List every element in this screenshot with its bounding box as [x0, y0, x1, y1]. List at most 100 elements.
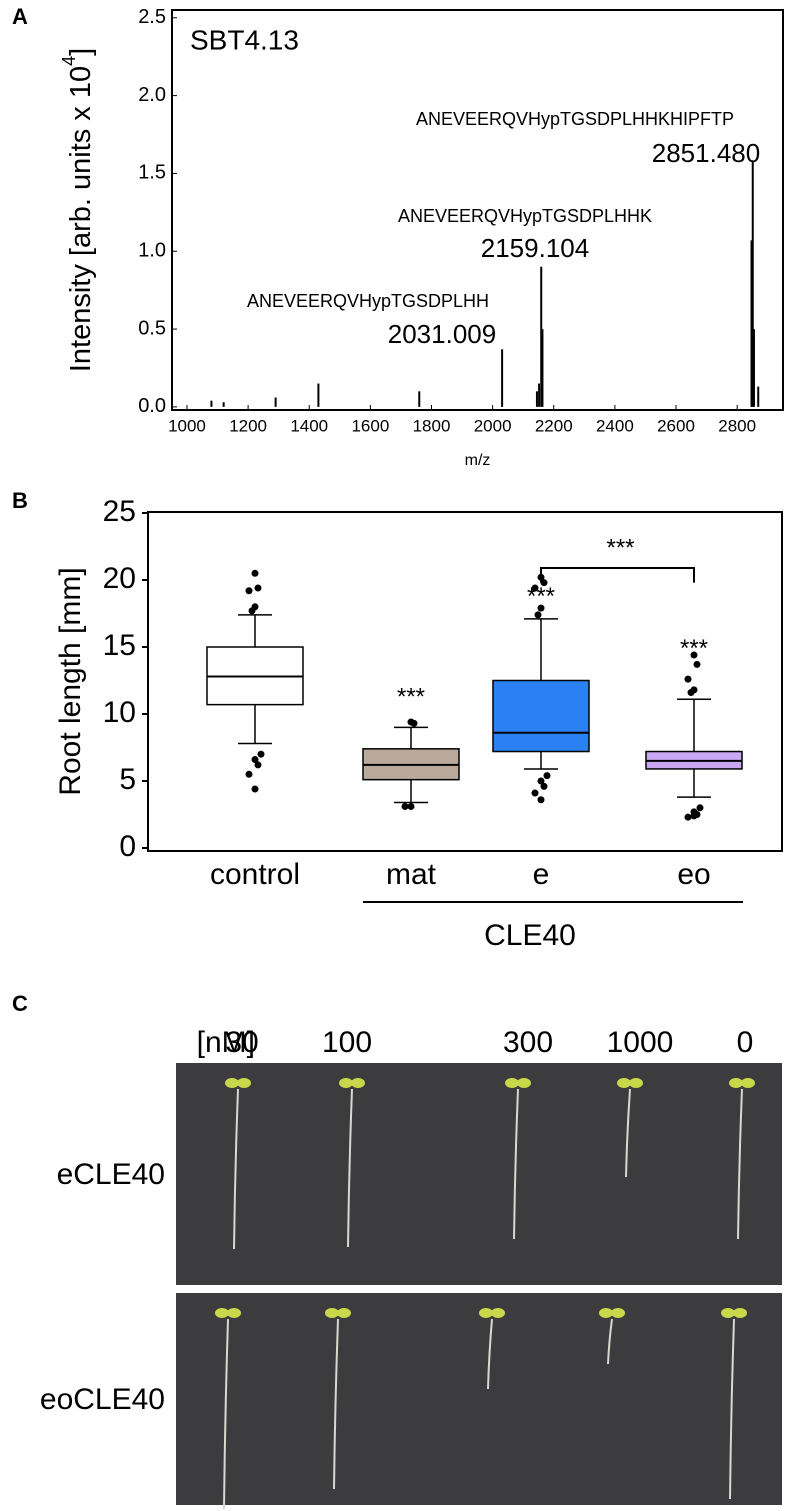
peak-sequence: ANEVEERQVHypTGSDPLHH — [247, 291, 489, 311]
seedling-leaf — [351, 1078, 365, 1088]
seedling-leaf — [225, 1078, 239, 1088]
seedling-leaf — [733, 1308, 747, 1318]
seedling-leaf — [611, 1308, 625, 1318]
seedling-leaf — [479, 1308, 493, 1318]
x-tick-label: 2000 — [474, 416, 512, 435]
seedling-leaf — [617, 1078, 631, 1088]
y-tick-label: 2.0 — [138, 84, 166, 106]
y-tick-label: 1.5 — [138, 162, 166, 184]
seedling-leaf — [629, 1078, 643, 1088]
peak-mass: 2031.009 — [388, 319, 496, 349]
seedling-leaf — [741, 1078, 755, 1088]
significance: *** — [680, 635, 708, 662]
seedling-leaf — [729, 1078, 743, 1088]
outlier — [684, 813, 692, 821]
outlier — [693, 660, 701, 668]
x-tick-label: 2600 — [657, 416, 695, 435]
outlier — [540, 782, 548, 790]
outlier — [248, 607, 256, 615]
outlier — [687, 689, 695, 697]
outlier — [254, 584, 262, 592]
y-tick-label: 0 — [119, 830, 136, 863]
x-axis-label: m/z — [465, 452, 491, 469]
concentration-label: 0 — [737, 1026, 754, 1059]
y-axis-label-text: Intensity [arb. units x 10 — [65, 66, 97, 372]
panel-label: A — [12, 4, 28, 29]
photo — [176, 1293, 782, 1505]
seedling-leaf — [599, 1308, 613, 1318]
seedling-leaf — [337, 1308, 351, 1318]
outlier — [690, 651, 698, 659]
outlier — [257, 750, 265, 758]
seedling-leaf — [227, 1308, 241, 1318]
seedling-root — [737, 1088, 743, 1240]
x-tick-label: 1600 — [351, 416, 389, 435]
significance: *** — [527, 583, 555, 610]
row-label: eCLE40 — [57, 1158, 165, 1191]
panel-label: C — [12, 991, 28, 1016]
outlier — [401, 802, 409, 810]
outlier — [410, 719, 418, 727]
outlier — [540, 579, 548, 587]
outlier — [407, 802, 415, 810]
x-tick-label: 2200 — [535, 416, 573, 435]
seedling-root — [513, 1088, 519, 1240]
y-axis-label: Intensity [arb. units x 104] — [59, 48, 97, 372]
outlier — [251, 785, 259, 793]
y-tick-label: 0.5 — [138, 317, 166, 339]
seedling-root — [625, 1088, 631, 1178]
panel-label: B — [12, 488, 28, 513]
y-tick-label: 2.5 — [138, 6, 166, 28]
outlier — [537, 796, 545, 804]
seedling-root — [487, 1318, 493, 1390]
bracket-significance: *** — [606, 535, 634, 562]
outlier — [537, 777, 545, 785]
x-tick-label: 2800 — [718, 416, 756, 435]
group-label: CLE40 — [484, 919, 576, 952]
photo — [176, 1063, 782, 1285]
plot-frame — [147, 511, 783, 852]
outlier — [251, 569, 259, 577]
outlier — [531, 789, 539, 797]
outlier — [254, 761, 262, 769]
x-tick-label: control — [210, 858, 300, 891]
x-tick-label: 2400 — [596, 416, 634, 435]
outlier — [537, 604, 545, 612]
x-tick-label: 1400 — [290, 416, 328, 435]
x-tick-label: 1800 — [413, 416, 451, 435]
seedling-root — [607, 1318, 613, 1365]
concentration-label: 30 — [225, 1026, 258, 1059]
outlier — [684, 675, 692, 683]
x-tick-label: e — [533, 858, 550, 891]
y-tick-label: 20 — [103, 562, 136, 595]
significance: *** — [397, 683, 425, 710]
outlier — [543, 772, 551, 780]
unit-label: [nM] — [197, 1026, 255, 1059]
outlier — [251, 756, 259, 764]
outlier — [534, 611, 542, 619]
outlier — [696, 804, 704, 812]
seedling-root — [333, 1318, 339, 1490]
outlier — [690, 812, 698, 820]
y-tick-label: 0.0 — [138, 395, 166, 417]
seedling-leaf — [721, 1308, 735, 1318]
inset-title: SBT4.13 — [190, 24, 299, 55]
outlier — [245, 587, 253, 595]
box — [492, 679, 590, 753]
y-tick-label: 5 — [119, 763, 136, 796]
x-tick-label: 1200 — [229, 416, 267, 435]
outlier — [531, 584, 539, 592]
y-tick-label: 1.0 — [138, 240, 166, 262]
seedling-root — [223, 1318, 229, 1510]
seedling-root — [347, 1088, 353, 1248]
x-tick-label: mat — [386, 858, 437, 891]
y-axis-label-exponent: 4 — [59, 56, 79, 66]
x-tick-label: eo — [677, 858, 710, 891]
y-tick-label: 25 — [103, 495, 136, 528]
peak-mass: 2851.480 — [652, 138, 760, 168]
seedling-leaf — [505, 1078, 519, 1088]
seedling-leaf — [491, 1308, 505, 1318]
plot-frame — [171, 9, 784, 411]
y-tick-label: 15 — [103, 629, 136, 662]
